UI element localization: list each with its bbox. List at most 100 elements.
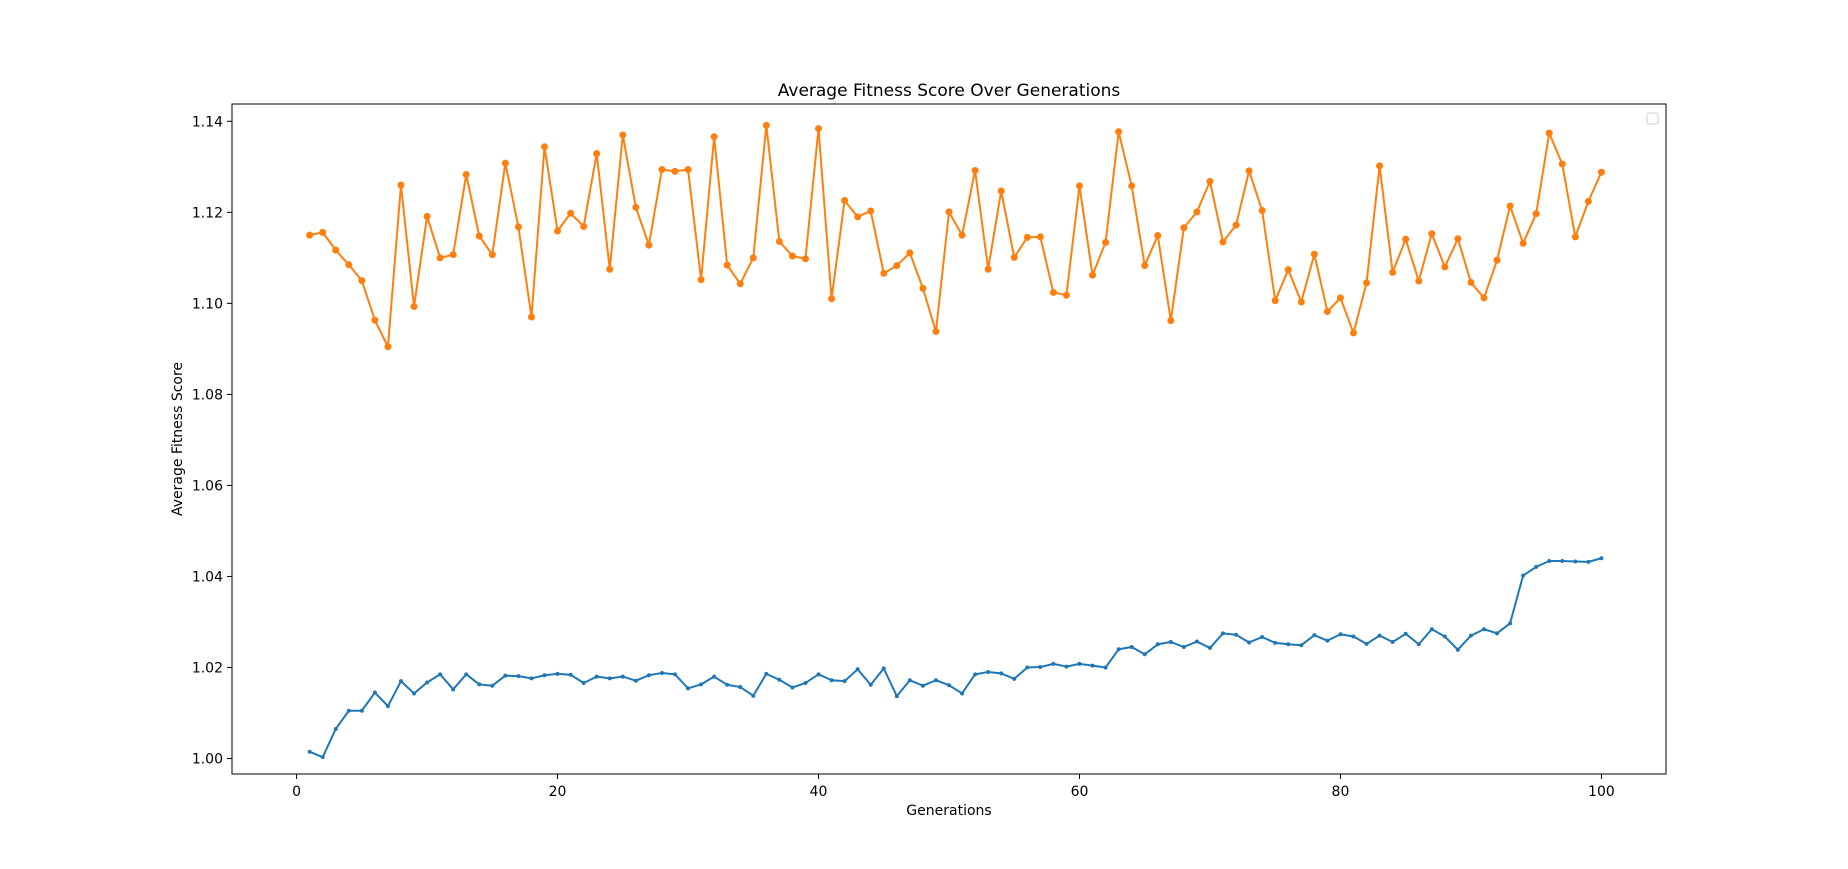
data-point (527, 313, 535, 321)
data-point (697, 276, 705, 284)
data-point (920, 683, 925, 688)
data-point (410, 303, 418, 311)
data-point (671, 167, 679, 175)
data-point (503, 673, 508, 678)
data-point (659, 670, 664, 675)
data-point (516, 674, 521, 679)
data-point (1363, 279, 1371, 287)
data-point (554, 227, 562, 235)
x-tick-label: 20 (549, 784, 567, 800)
y-axis-ticks: 1.00 1.02 1.04 1.06 1.08 1.10 1.12 1.14 (192, 114, 232, 768)
data-point (1428, 230, 1436, 238)
data-point (319, 228, 327, 236)
data-point (684, 166, 692, 174)
x-tick-label: 100 (1588, 784, 1615, 800)
data-point (1181, 645, 1186, 650)
data-point (332, 246, 340, 254)
data-point (1377, 633, 1382, 638)
x-tick-label: 60 (1071, 784, 1089, 800)
data-point (738, 685, 743, 690)
data-point (1506, 202, 1514, 210)
data-point (932, 328, 940, 336)
data-point (384, 343, 392, 351)
data-point (1129, 645, 1134, 650)
data-point (1532, 210, 1540, 218)
data-point (477, 682, 482, 687)
x-tick-label: 40 (810, 784, 828, 800)
data-point (619, 131, 627, 139)
data-point (1416, 642, 1421, 647)
data-point (867, 207, 875, 215)
data-point (425, 680, 430, 685)
data-point (620, 674, 625, 679)
data-point (842, 679, 847, 684)
data-point (1102, 238, 1110, 246)
data-point (1154, 232, 1162, 240)
data-point (306, 231, 314, 239)
data-point (1376, 162, 1384, 170)
y-axis-label: Average Fitness Score (170, 362, 186, 516)
data-point (1221, 631, 1226, 636)
data-point (1297, 298, 1305, 306)
data-point (501, 159, 509, 167)
data-point (1325, 638, 1330, 643)
data-point (1402, 235, 1410, 243)
data-point (488, 251, 496, 259)
data-point (580, 222, 588, 230)
y-tick-label: 1.04 (192, 569, 223, 585)
series-2 (306, 121, 1605, 351)
data-point (1560, 558, 1565, 563)
y-tick-label: 1.00 (192, 752, 223, 768)
data-point (1390, 640, 1395, 644)
data-point (462, 171, 470, 179)
x-tick-label: 80 (1332, 784, 1350, 800)
data-point (829, 678, 834, 683)
data-point (762, 121, 770, 129)
data-point (1573, 559, 1578, 564)
data-point (1064, 664, 1069, 669)
data-point (973, 672, 978, 677)
data-point (1180, 224, 1188, 232)
data-point (1545, 129, 1553, 137)
data-point (1481, 627, 1486, 632)
data-point (1168, 640, 1173, 644)
data-point (933, 678, 938, 683)
data-point (1245, 167, 1253, 175)
data-point (1364, 641, 1369, 646)
data-point (1232, 221, 1240, 229)
data-point (686, 686, 691, 691)
data-point (542, 673, 547, 678)
data-point (777, 677, 782, 682)
data-point (736, 280, 744, 288)
data-point (320, 755, 325, 760)
data-point (1258, 207, 1266, 215)
data-point (907, 678, 912, 683)
data-point (1299, 643, 1304, 648)
data-point (960, 691, 965, 696)
data-point (1142, 652, 1147, 657)
data-point (646, 673, 651, 678)
data-point (412, 691, 417, 696)
data-point (1219, 238, 1227, 246)
data-point (1206, 177, 1214, 185)
data-point (1493, 256, 1501, 264)
data-point (1286, 642, 1291, 647)
data-point (1051, 661, 1056, 666)
data-point (1025, 665, 1030, 670)
data-point (345, 261, 353, 269)
data-point (475, 232, 483, 240)
data-point (1455, 647, 1460, 652)
data-point (1403, 631, 1408, 636)
data-point (593, 150, 601, 158)
data-point (658, 166, 666, 174)
data-point (725, 682, 730, 687)
data-point (958, 231, 966, 239)
data-point (816, 672, 821, 677)
data-point (997, 187, 1005, 195)
data-point (1351, 634, 1356, 639)
x-axis-ticks: 0 20 40 60 80 100 (292, 774, 1615, 800)
data-point (438, 672, 443, 677)
series-line (309, 124, 1603, 348)
data-point (894, 694, 899, 699)
data-point (1389, 268, 1397, 276)
